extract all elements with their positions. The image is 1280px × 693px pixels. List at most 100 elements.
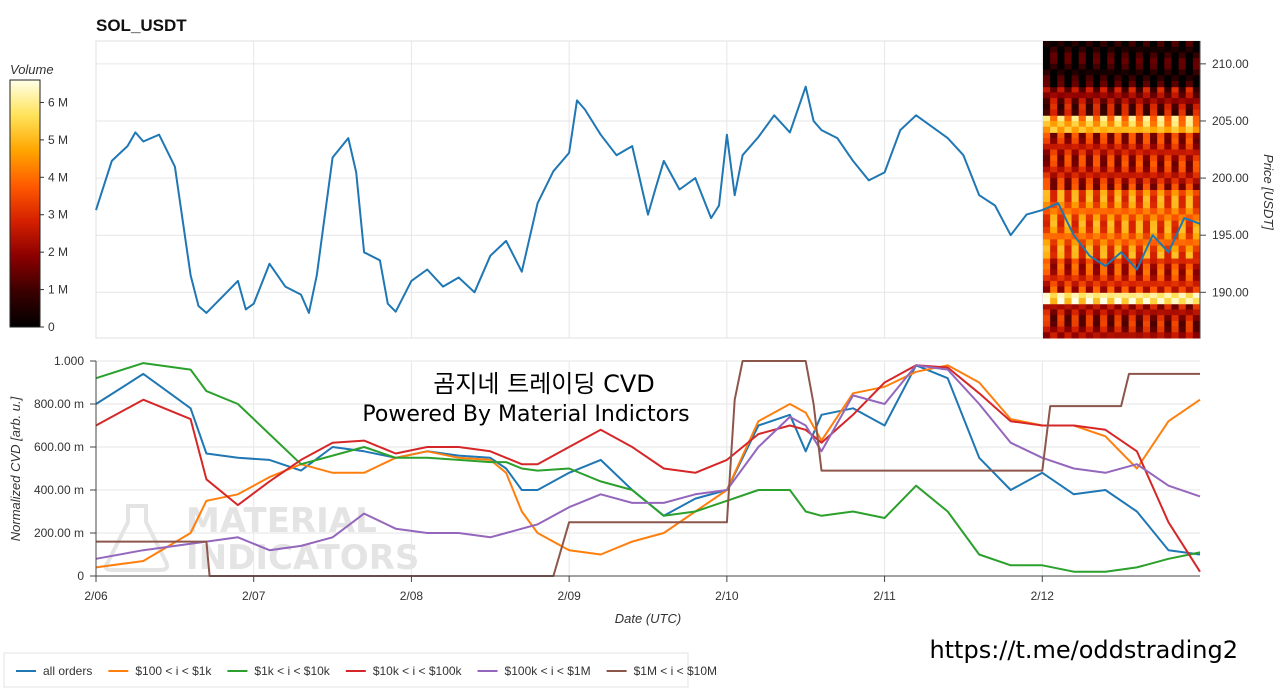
heatmap-cell — [1043, 178, 1051, 185]
heatmap-cell — [1085, 309, 1094, 316]
heatmap-cell — [1043, 309, 1051, 316]
heatmap-cell — [1114, 166, 1122, 173]
heatmap-cell — [1064, 258, 1073, 265]
heatmap-cell — [1164, 220, 1172, 228]
heatmap-cell — [1050, 120, 1058, 128]
heatmap-cell — [1142, 103, 1151, 111]
heatmap-cell — [1107, 195, 1115, 203]
heatmap-cell — [1085, 326, 1094, 333]
heatmap-cell — [1100, 220, 1108, 228]
heatmap-cell — [1050, 258, 1058, 265]
heatmap-cell — [1100, 166, 1108, 173]
heatmap-cell — [1157, 126, 1165, 133]
heatmap-cell — [1107, 160, 1115, 168]
heatmap-cell — [1178, 332, 1187, 339]
heatmap-cell — [1078, 245, 1087, 253]
heatmap-cell — [1050, 320, 1058, 328]
heatmap-cell — [1057, 132, 1065, 139]
heatmap-cell — [1071, 166, 1080, 173]
heatmap-cell — [1050, 303, 1058, 310]
heatmap-cell — [1178, 226, 1187, 234]
heatmap-cell — [1185, 63, 1194, 71]
heatmap-cell — [1164, 245, 1172, 253]
heatmap-cell — [1142, 233, 1151, 240]
heatmap-cell — [1071, 189, 1080, 197]
heatmap-cell — [1128, 189, 1137, 197]
heatmap-cell — [1107, 86, 1115, 93]
telegram-link[interactable]: https://t.me/oddstrading2 — [929, 636, 1238, 664]
heatmap-cell — [1114, 233, 1122, 240]
heatmap-cell — [1057, 309, 1065, 316]
heatmap-cell — [1085, 46, 1094, 53]
heatmap-cell — [1064, 195, 1073, 203]
heatmap-cell — [1057, 126, 1065, 133]
heatmap-cell — [1057, 332, 1065, 339]
heatmap-cell — [1185, 189, 1194, 197]
heatmap-cell — [1185, 41, 1194, 48]
heatmap-cell — [1171, 75, 1180, 82]
heatmap-cell — [1043, 75, 1051, 82]
heatmap-cell — [1114, 160, 1122, 168]
heatmap-cell — [1192, 103, 1201, 111]
heatmap-cell — [1178, 320, 1187, 328]
heatmap-cell — [1057, 63, 1065, 71]
heatmap-cell — [1050, 183, 1058, 190]
heatmap-cell — [1043, 286, 1051, 293]
heatmap-cell — [1185, 183, 1194, 190]
heatmap-cell — [1185, 178, 1194, 185]
heatmap-cell — [1071, 178, 1080, 185]
heatmap-cell — [1043, 303, 1051, 310]
heatmap-cell — [1100, 263, 1108, 270]
heatmap-cell — [1071, 201, 1080, 209]
heatmap-cell — [1178, 138, 1187, 145]
heatmap-cell — [1078, 280, 1087, 288]
heatmap-cell — [1135, 155, 1144, 162]
heatmap-cell — [1171, 120, 1180, 128]
heatmap-cell — [1171, 58, 1180, 65]
heatmap-cell — [1100, 298, 1108, 305]
heatmap-cell — [1185, 263, 1194, 270]
heatmap-cell — [1100, 226, 1108, 234]
heatmap-cell — [1043, 103, 1051, 111]
heatmap-cell — [1100, 214, 1108, 222]
heatmap-cell — [1092, 178, 1101, 185]
heatmap-cell — [1178, 86, 1187, 93]
heatmap-cell — [1142, 143, 1151, 151]
colorbar-ticks: 6 M 5 M 4 M 3 M 2 M 1 M 0 — [40, 95, 68, 334]
heatmap-cell — [1164, 269, 1172, 276]
heatmap-cell — [1078, 275, 1087, 282]
heatmap-cell — [1092, 326, 1101, 333]
heatmap-cell — [1192, 63, 1201, 71]
heatmap-cell — [1121, 214, 1130, 222]
heatmap-cell — [1107, 226, 1115, 234]
cvd-tick-label-1: 800.00 m — [34, 397, 84, 411]
heatmap-cell — [1157, 275, 1165, 282]
heatmap-cell — [1078, 233, 1087, 240]
heatmap-cell — [1057, 220, 1065, 228]
heatmap-cell — [1050, 132, 1058, 139]
heatmap-cell — [1100, 183, 1108, 190]
heatmap-cell — [1128, 309, 1137, 316]
heatmap-cell — [1128, 251, 1137, 259]
heatmap-cell — [1050, 46, 1058, 53]
heatmap-cell — [1064, 263, 1073, 270]
heatmap-cell — [1121, 201, 1130, 209]
heatmap-cell — [1121, 245, 1130, 253]
heatmap-cell — [1085, 69, 1094, 76]
heatmap-cell — [1164, 326, 1172, 333]
heatmap-cell — [1150, 303, 1158, 310]
heatmap-cell — [1085, 132, 1094, 139]
heatmap-cell — [1192, 269, 1201, 276]
heatmap-cell — [1142, 160, 1151, 168]
heatmap-cell — [1157, 233, 1165, 240]
heatmap-cell — [1157, 166, 1165, 173]
heatmap-cell — [1114, 320, 1122, 328]
heatmap-cell — [1043, 320, 1051, 328]
heatmap-cell — [1064, 75, 1073, 82]
heatmap-cell — [1150, 103, 1158, 111]
heatmap-cell — [1164, 275, 1172, 282]
heatmap-cell — [1043, 41, 1051, 48]
heatmap-cell — [1192, 239, 1201, 247]
heatmap-cell — [1043, 245, 1051, 253]
heatmap-cell — [1164, 109, 1172, 116]
